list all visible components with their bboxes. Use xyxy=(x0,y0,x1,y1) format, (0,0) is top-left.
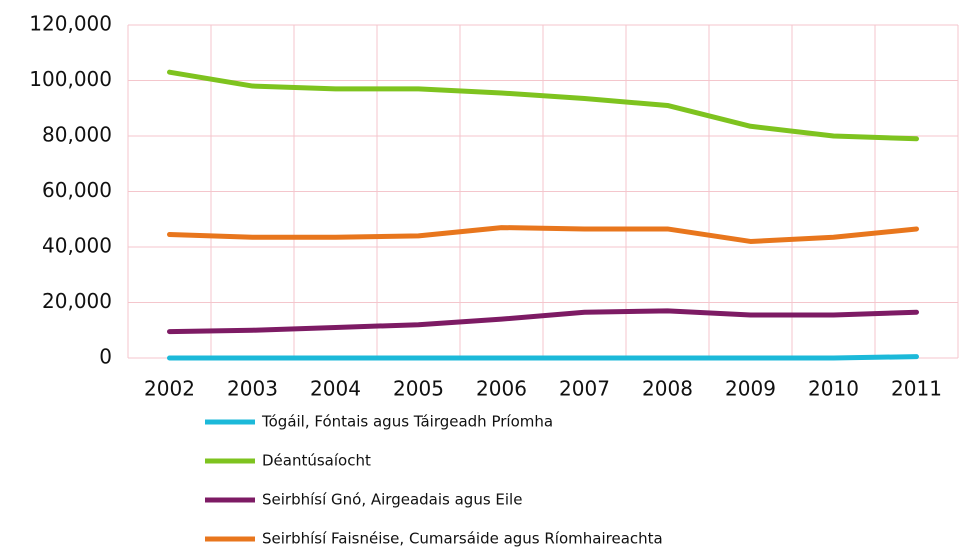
x-tick-label: 2008 xyxy=(642,377,693,401)
y-tick-label: 0 xyxy=(99,345,112,369)
x-tick-label: 2011 xyxy=(891,377,942,401)
y-tick-label: 60,000 xyxy=(42,178,112,202)
x-tick-label: 2010 xyxy=(808,377,859,401)
series-line xyxy=(167,69,919,142)
series-line xyxy=(167,308,919,335)
y-tick-label: 120,000 xyxy=(29,12,112,36)
legend-label: Seirbhísí Faisnéise, Cumarsáide agus Río… xyxy=(262,530,663,548)
x-tick-label: 2007 xyxy=(559,377,610,401)
legend-label: Seirbhísí Gnó, Airgeadais agus Eile xyxy=(262,491,522,509)
series-line xyxy=(167,225,919,244)
x-tick-label: 2003 xyxy=(227,377,278,401)
y-tick-label: 80,000 xyxy=(42,123,112,147)
series-line xyxy=(167,354,919,361)
y-tick-label: 40,000 xyxy=(42,234,112,258)
x-tick-label: 2002 xyxy=(144,377,195,401)
legend-label: Tógáil, Fóntais agus Táirgeadh Príomha xyxy=(261,413,553,431)
y-tick-label: 100,000 xyxy=(29,67,112,91)
legend-label: Déantúsaíocht xyxy=(262,452,371,470)
x-tick-label: 2004 xyxy=(310,377,361,401)
x-tick-label: 2005 xyxy=(393,377,444,401)
x-tick-label: 2009 xyxy=(725,377,776,401)
y-tick-label: 20,000 xyxy=(42,289,112,313)
x-tick-label: 2006 xyxy=(476,377,527,401)
